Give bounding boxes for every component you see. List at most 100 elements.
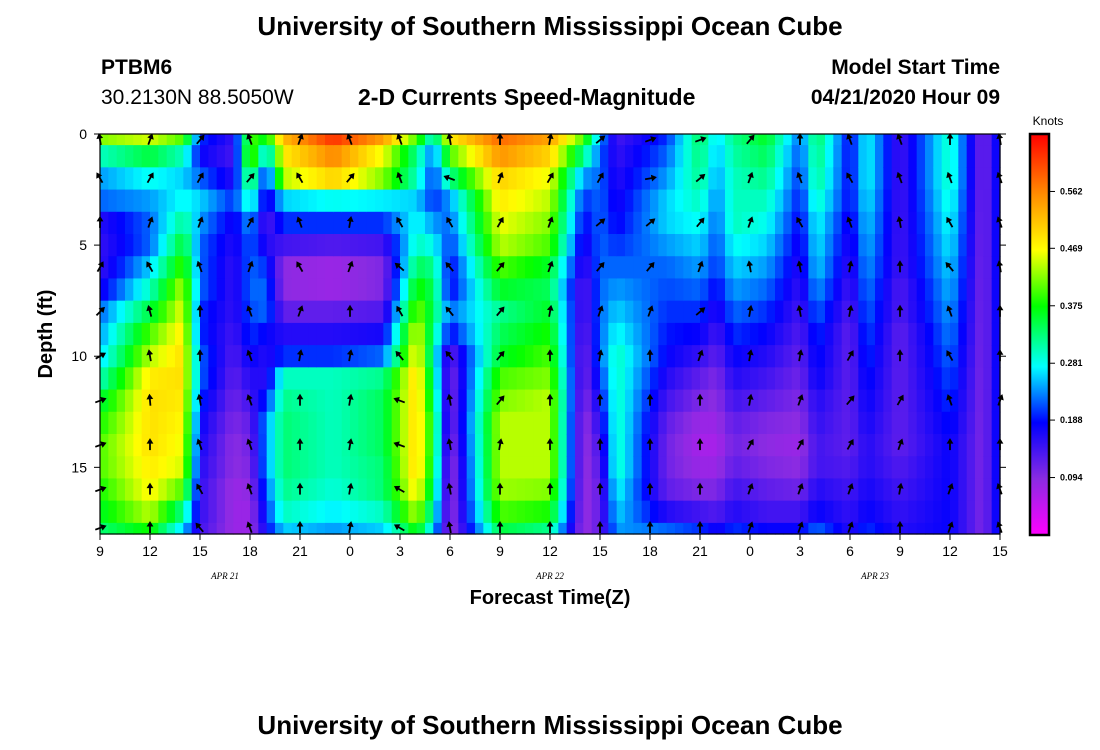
heatmap-cell (300, 389, 309, 413)
heatmap-cell (625, 189, 634, 213)
heatmap-cell (558, 522, 568, 535)
heatmap-cell (616, 134, 626, 146)
heatmap-cell (100, 322, 109, 346)
heatmap-cell (625, 300, 634, 324)
heatmap-cell (500, 256, 509, 280)
heatmap-cell (633, 189, 643, 213)
heatmap-cell (416, 300, 426, 324)
heatmap-cell (216, 500, 226, 524)
current-vector-arrow (496, 261, 505, 272)
heatmap-cell (766, 234, 776, 257)
heatmap-cell (316, 300, 326, 324)
heatmap-cell (358, 278, 368, 302)
heatmap-cell (325, 456, 334, 480)
heatmap-cell (516, 211, 526, 235)
current-vector-arrow (646, 438, 654, 451)
heatmap-cell (458, 211, 468, 235)
heatmap-cell (275, 300, 284, 324)
heatmap-cell (133, 278, 143, 302)
heatmap-cell (583, 322, 593, 346)
heatmap-cell (900, 211, 909, 235)
heatmap-cell (633, 456, 643, 480)
heatmap-cell (933, 256, 943, 280)
heatmap-cell (408, 145, 418, 168)
arrow-head (546, 304, 554, 311)
heatmap-cell (241, 211, 251, 235)
arrow-head (394, 262, 402, 269)
heatmap-cell (375, 345, 384, 368)
heatmap-cell (558, 167, 568, 191)
heatmap-cell (216, 367, 226, 391)
heatmap-cell (175, 145, 184, 168)
heatmap-cell (275, 278, 284, 302)
heatmap-cell (291, 189, 301, 213)
heatmap-cell (233, 478, 243, 502)
heatmap-cell (166, 134, 176, 146)
heatmap-cell (408, 211, 418, 235)
heatmap-cell (291, 522, 301, 535)
heatmap-cell (958, 500, 968, 524)
heatmap-cell (116, 389, 126, 413)
heatmap-cell (816, 167, 826, 191)
heatmap-cell (316, 500, 326, 524)
heatmap-cell (600, 456, 609, 480)
heatmap-cell (291, 434, 301, 457)
arrow-head (393, 441, 400, 448)
heatmap-cell (125, 478, 134, 502)
heatmap-cell (300, 189, 309, 213)
current-vector-arrow (196, 172, 204, 184)
heatmap-cell (208, 189, 218, 213)
heatmap-cell (458, 367, 468, 391)
heatmap-cell (875, 522, 884, 535)
heatmap-cell (258, 234, 268, 257)
heatmap-cell (575, 145, 584, 168)
current-vector-arrow (846, 304, 854, 317)
heatmap-cell (875, 478, 884, 502)
heatmap-cell (208, 522, 218, 535)
heatmap-cell (366, 478, 376, 502)
arrow-head (846, 172, 853, 179)
colorbar-tick-label: 0.188 (1060, 415, 1083, 425)
heatmap-cell (825, 478, 834, 502)
heatmap-cell (250, 389, 259, 413)
heatmap-cell (866, 189, 876, 213)
heatmap-cell (308, 300, 318, 324)
heatmap-cell (250, 522, 259, 535)
heatmap-cell (383, 367, 393, 391)
heatmap-cell (925, 478, 934, 502)
heatmap-cell (558, 211, 568, 235)
heatmap-cell (616, 389, 626, 413)
heatmap-cell (658, 300, 668, 324)
heatmap-cell (316, 345, 326, 368)
heatmap-cell (450, 300, 459, 324)
heatmap-cell (616, 500, 626, 524)
arrow-head (147, 216, 154, 223)
current-vector-arrow (695, 307, 706, 316)
arrow-head (896, 171, 903, 179)
heatmap-cell (975, 211, 984, 235)
heatmap-cell (800, 256, 809, 280)
heatmap-cell (141, 411, 151, 435)
heatmap-cell (150, 234, 159, 257)
heatmap-cell (208, 278, 218, 302)
heatmap-cell (508, 478, 518, 502)
heatmap-cell (758, 411, 768, 435)
heatmap-cell (375, 500, 384, 524)
heatmap-cell (191, 456, 201, 480)
heatmap-cell (241, 134, 251, 146)
current-vector-arrow (746, 260, 754, 273)
heatmap-cell (591, 389, 601, 413)
heatmap-cell (783, 145, 793, 168)
heatmap-cell (308, 189, 318, 213)
heatmap-cell (600, 322, 609, 346)
arrow-head (346, 349, 354, 356)
heatmap-cell (550, 434, 559, 457)
heatmap-cell (425, 300, 434, 324)
heatmap-cell (741, 411, 751, 435)
x-tick-label: 9 (96, 543, 104, 559)
arrow-head (896, 482, 904, 489)
heatmap-cell (533, 211, 543, 235)
heatmap-cell (891, 456, 901, 480)
current-vector-arrow (947, 521, 954, 534)
